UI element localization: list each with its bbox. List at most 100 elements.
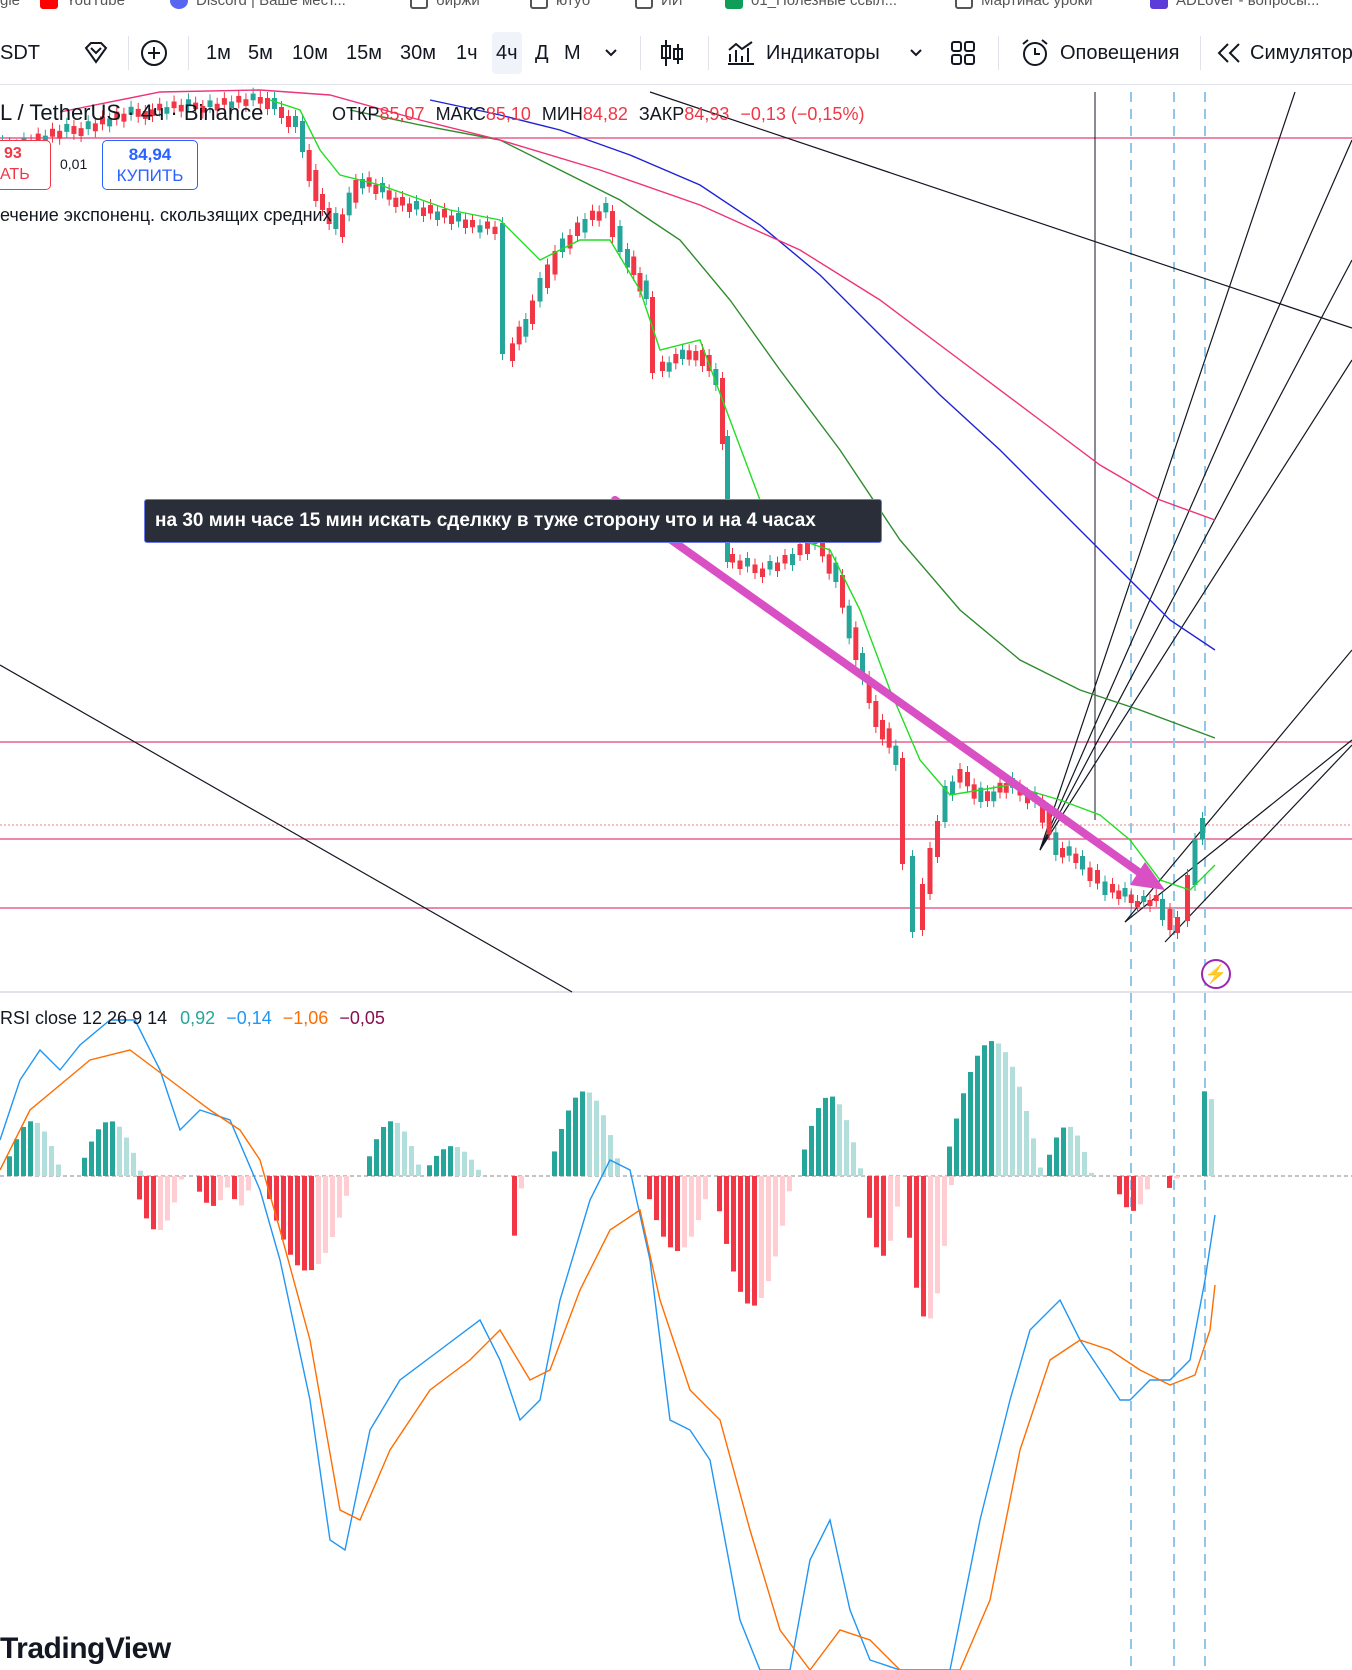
macd-hist-bar [989, 1041, 994, 1176]
candle-body [407, 203, 412, 212]
macd-hist-bar [1117, 1176, 1122, 1195]
macd-hist-bar [82, 1157, 87, 1176]
interval-2[interactable]: 10м [292, 41, 328, 64]
interval-3[interactable]: 15м [346, 41, 382, 64]
candle-body [893, 745, 899, 765]
interval-6[interactable]: 4ч [492, 32, 522, 74]
macd-hist-bar [110, 1121, 115, 1176]
bookmark-item[interactable]: Мартинас уроки [955, 0, 1093, 9]
macd-hist-bar [28, 1121, 33, 1176]
symbol-label: SDT [0, 41, 40, 64]
alerts-label: Оповещения [1060, 41, 1180, 64]
text-note-annotation[interactable]: на 30 мин часе 15 мин искать сделкку в т… [144, 499, 882, 543]
buy-button[interactable]: 84,94 КУПИТЬ [102, 140, 198, 190]
bookmark-label: ИИ [661, 0, 683, 9]
candle-body [164, 107, 170, 114]
candle-body [1185, 875, 1190, 921]
sell-button[interactable]: 93 АТЬ [0, 140, 51, 190]
watchlist-diamond-icon[interactable] [82, 22, 110, 84]
alerts-button[interactable]: Оповещения [1020, 22, 1179, 84]
candle-body [78, 128, 84, 137]
lightning-event-icon[interactable]: ⚡ [1201, 959, 1231, 989]
candle-body [693, 351, 699, 361]
candle-body [567, 235, 573, 249]
candle-body [107, 118, 113, 127]
macd-hist-bar [1174, 1176, 1179, 1179]
sell-label: АТЬ [0, 166, 30, 183]
candle-body [927, 848, 933, 894]
bookmark-label: Discord | Ваше мест... [196, 0, 346, 9]
candle-body [50, 128, 55, 137]
macd-hist-bar [888, 1176, 893, 1241]
candle-body [193, 102, 199, 110]
candle-body [957, 769, 963, 783]
macd-hist-bar [138, 1170, 143, 1176]
rewind-icon [1217, 43, 1240, 63]
add-symbol-plus-icon[interactable] [140, 22, 168, 84]
interval-7[interactable]: Д [535, 41, 549, 64]
candle-body [492, 226, 498, 234]
macd-hist-bar [759, 1176, 764, 1298]
macd-hist-bar [968, 1071, 973, 1176]
macd-hist-bar [211, 1176, 216, 1206]
bookmark-item[interactable]: Discord | Ваше мест... [170, 0, 346, 9]
interval-1[interactable]: 5м [248, 41, 273, 64]
bookmark-item[interactable]: ютуб [530, 0, 590, 9]
candle-body [500, 223, 505, 354]
candle-body [1167, 909, 1173, 930]
macd-hist-bar [337, 1176, 342, 1218]
symbol-search[interactable]: SDT [0, 22, 40, 84]
interval-dropdown-chevron-icon[interactable] [603, 22, 619, 84]
bookmark-item[interactable]: биржи [410, 0, 480, 9]
macd-hist-bar [89, 1141, 94, 1176]
macd-hist-bar [1124, 1176, 1129, 1208]
macd-hist-bar [921, 1176, 926, 1317]
candle-body [833, 562, 839, 582]
candle-body [346, 192, 352, 216]
macd-hist-bar [1145, 1176, 1150, 1190]
candle-body [353, 180, 359, 203]
macd-hist-bar [738, 1176, 743, 1292]
macd-hist-bar [1038, 1167, 1043, 1176]
bookmark-item[interactable]: ИИ [635, 0, 683, 9]
interval-0[interactable]: 1м [206, 41, 231, 64]
bookmark-item[interactable]: 01_Полезные ссыл... [725, 0, 897, 9]
indicators-button[interactable]: Индикаторы [726, 22, 880, 84]
layouts-grid-icon[interactable] [950, 22, 976, 84]
macd-hist-bar [1047, 1154, 1052, 1176]
candle-body [470, 220, 475, 228]
bookmark-item[interactable]: ADLover - вопросы... [1150, 0, 1319, 9]
macd-hist-bar [566, 1110, 571, 1176]
macd-hist-bar [1209, 1099, 1214, 1176]
interval-5[interactable]: 1ч [456, 41, 478, 64]
bookmark-item[interactable]: gle [0, 0, 20, 9]
ema-ribbon-legend: ечение экспоненц. скользящих средних [0, 205, 332, 225]
candle-body [1153, 895, 1159, 901]
macd-hist-bar [587, 1092, 592, 1176]
macd-hist-bar [675, 1176, 680, 1251]
candle-body [1053, 832, 1059, 855]
candle-body [265, 98, 270, 109]
bookmark-item[interactable]: YouTube [40, 0, 125, 9]
macd-hist-bar [35, 1122, 40, 1176]
interval-8[interactable]: М [564, 41, 581, 64]
candle-body [100, 116, 105, 125]
macd-hist-bar [975, 1055, 980, 1176]
macd-hist-bar [1082, 1151, 1087, 1176]
macd-hist-bar [928, 1176, 933, 1319]
replay-button[interactable]: Симулятор [1216, 22, 1352, 84]
bookmarks-bar: gle YouTube Discord | Ваше мест... биржи юту… [0, 0, 1352, 20]
candle-style-icon[interactable] [660, 22, 684, 84]
bookmark-label: ютуб [556, 0, 591, 9]
macd-hist-bar [1061, 1127, 1066, 1176]
macd-hist-bar [816, 1108, 821, 1176]
macd-hist-bar [323, 1176, 328, 1253]
folder-icon [530, 0, 548, 9]
trend-line [0, 664, 573, 993]
candle-body [700, 350, 705, 366]
candle-body [300, 121, 305, 152]
candle-body [1160, 899, 1165, 920]
price-chart[interactable] [0, 85, 1352, 1670]
indicators-dropdown-chevron-icon[interactable] [908, 22, 924, 84]
interval-4[interactable]: 30м [400, 41, 436, 64]
